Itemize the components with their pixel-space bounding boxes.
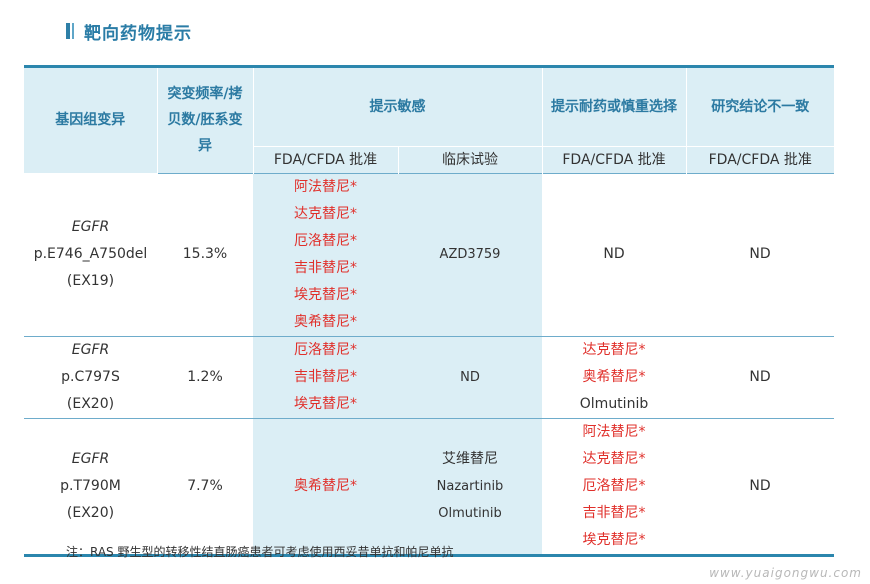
cell-inconsistent: ND bbox=[686, 418, 834, 556]
cell-sensitive-trial: AZD3759 bbox=[398, 172, 542, 337]
table-row: EGFR p.E746_A750del (EX19) 15.3% 阿法替尼* 达克替尼* 厄… bbox=[24, 172, 834, 337]
cell-sensitive-fda: 奥希替尼* bbox=[253, 418, 398, 556]
drug-name: 埃克替尼* bbox=[294, 395, 357, 412]
freq-value: 15.3% bbox=[182, 246, 228, 262]
freq-value: 1.2% bbox=[187, 368, 223, 385]
header-freq-text: 突变频率/拷贝数/胚系变异 bbox=[167, 86, 243, 154]
title-marker-icon bbox=[66, 23, 70, 39]
drug-name: 厄洛替尼* bbox=[294, 232, 357, 249]
exon: (EX20) bbox=[66, 395, 115, 412]
header-freq-cont bbox=[156, 146, 253, 173]
gene-name: EGFR bbox=[71, 450, 110, 467]
drug-name: 奥希替尼* bbox=[294, 477, 357, 494]
title-marker-icon-thin bbox=[72, 23, 74, 39]
gene-name: EGFR bbox=[71, 341, 110, 358]
inconsistent-value: ND bbox=[749, 477, 771, 494]
subheader-inconsistent-fda: FDA/CFDA 批准 bbox=[685, 146, 834, 173]
targeted-drug-table: 基因组变异 突变频率/拷贝数/胚系变异 提示敏感 提示耐药或慎重选择 研究结论不… bbox=[24, 65, 834, 557]
exon: (EX20) bbox=[66, 504, 115, 521]
section-title: 靶向药物提示 bbox=[66, 18, 192, 44]
drug-name: 阿法替尼* bbox=[294, 178, 357, 195]
subheader-sensitive-trial: 临床试验 bbox=[397, 146, 542, 173]
cell-gene: EGFR p.E746_A750del (EX19) bbox=[24, 172, 157, 337]
freq-value: 7.7% bbox=[187, 477, 223, 494]
header-freq: 突变频率/拷贝数/胚系变异 bbox=[156, 66, 253, 154]
drug-name: AZD3759 bbox=[439, 247, 501, 262]
drug-name: ND bbox=[603, 246, 625, 262]
drug-name: 达克替尼* bbox=[582, 341, 646, 358]
drug-name: ND bbox=[460, 369, 480, 385]
header-gene: 基因组变异 bbox=[24, 66, 157, 174]
cell-gene: EGFR p.C797S (EX20) bbox=[24, 336, 157, 419]
cell-inconsistent: ND bbox=[686, 172, 834, 337]
cell-freq: 15.3% bbox=[157, 172, 253, 337]
cell-gene: EGFR p.T790M (EX20) bbox=[24, 418, 157, 556]
watermark: www.yuaigongwu.com bbox=[709, 566, 862, 580]
drug-name: 吉非替尼* bbox=[294, 259, 357, 276]
exon: (EX19) bbox=[66, 273, 115, 289]
footnote: 注：RAS 野生型的转移性结直肠癌患者可考虑使用西妥昔单抗和帕尼单抗 bbox=[66, 545, 454, 559]
header-sensitive: 提示敏感 bbox=[252, 66, 542, 147]
inconsistent-value: ND bbox=[749, 246, 771, 262]
cell-resistant: 阿法替尼* 达克替尼* 厄洛替尼* 吉非替尼* 埃克替尼* bbox=[542, 418, 686, 556]
drug-name: 达克替尼* bbox=[294, 205, 357, 222]
drug-name: Olmutinib bbox=[579, 395, 649, 412]
cell-sensitive-fda: 阿法替尼* 达克替尼* 厄洛替尼* 吉非替尼* 埃克替尼* 奥希替尼* bbox=[253, 172, 398, 337]
variant: p.T790M bbox=[60, 477, 121, 494]
drug-name: 阿法替尼* bbox=[582, 423, 646, 440]
drug-name: 艾维替尼 bbox=[442, 450, 498, 467]
drug-name: 埃克替尼* bbox=[294, 286, 357, 303]
header-resistant: 提示耐药或慎重选择 bbox=[541, 66, 686, 147]
cell-sensitive-fda: 厄洛替尼* 吉非替尼* 埃克替尼* bbox=[253, 336, 398, 419]
cell-resistant: ND bbox=[542, 172, 686, 337]
drug-name: 达克替尼* bbox=[582, 450, 646, 467]
cell-sensitive-trial: 艾维替尼 Nazartinib Olmutinib bbox=[398, 418, 542, 556]
table-row: EGFR p.T790M (EX20) 7.7% 奥希替尼* 艾维替尼 Nazartinib… bbox=[24, 418, 834, 556]
drug-name: 奥希替尼* bbox=[294, 313, 357, 330]
drug-name: 奥希替尼* bbox=[582, 368, 646, 385]
drug-name: 吉非替尼* bbox=[294, 368, 357, 385]
cell-freq: 1.2% bbox=[157, 336, 253, 419]
gene-name: EGFR bbox=[71, 219, 110, 235]
table-row: EGFR p.C797S (EX20) 1.2% 厄洛替尼* 吉非替尼* 埃克替尼* ND 达克… bbox=[24, 336, 834, 419]
drug-name: 厄洛替尼* bbox=[294, 341, 357, 358]
header-inconsistent: 研究结论不一致 bbox=[685, 66, 834, 147]
cell-inconsistent: ND bbox=[686, 336, 834, 419]
drug-name: 厄洛替尼* bbox=[582, 477, 646, 494]
variant: p.C797S bbox=[61, 368, 120, 385]
subheader-sensitive-fda: FDA/CFDA 批准 bbox=[252, 146, 398, 173]
cell-resistant: 达克替尼* 奥希替尼* Olmutinib bbox=[542, 336, 686, 419]
drug-name: Olmutinib bbox=[438, 505, 502, 521]
drug-name: Nazartinib bbox=[436, 478, 504, 494]
variant: p.E746_A750del bbox=[33, 246, 148, 262]
subheader-resistant-fda: FDA/CFDA 批准 bbox=[541, 146, 686, 173]
cell-sensitive-trial: ND bbox=[398, 336, 542, 419]
section-title-text: 靶向药物提示 bbox=[84, 23, 192, 44]
header-resistant-text: 提示耐药或慎重选择 bbox=[551, 98, 677, 115]
cell-freq: 7.7% bbox=[157, 418, 253, 556]
drug-name: 吉非替尼* bbox=[582, 504, 646, 521]
drug-name: 埃克替尼* bbox=[582, 531, 646, 548]
inconsistent-value: ND bbox=[749, 368, 771, 385]
